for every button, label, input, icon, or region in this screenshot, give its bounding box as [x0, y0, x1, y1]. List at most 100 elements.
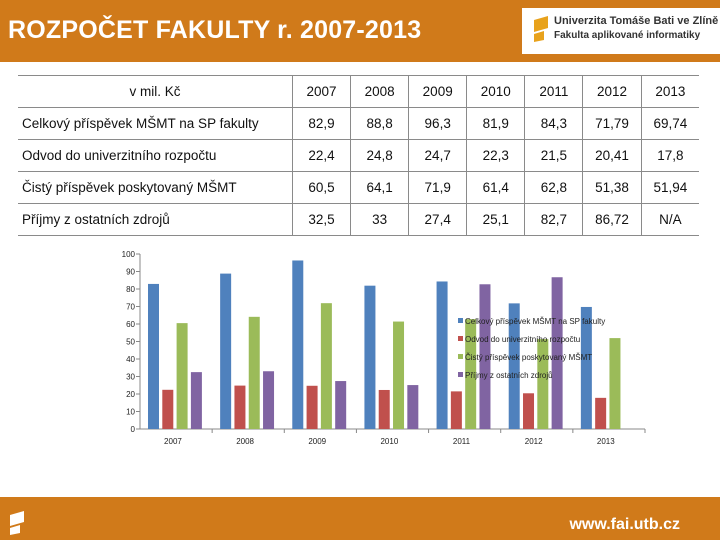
budget-bar-chart: 0 10 20 30 40 50 60 70 80 90 100 2007 2008 2009 2010 20… — [122, 250, 646, 446]
year-header: 2008 — [350, 75, 409, 108]
bar — [306, 385, 318, 429]
table-row: Čistý příspěvek poskytovaný MŠMT 60,5 64… — [18, 171, 699, 204]
table-cell: 60,5 — [291, 171, 351, 204]
table-cell: 69,74 — [640, 107, 699, 140]
y-tick-label: 40 — [126, 355, 135, 364]
y-tick-label: 90 — [126, 268, 135, 277]
row-label: Čistý příspěvek poskytovaný MŠMT — [18, 171, 293, 204]
legend-label: Čistý příspěvek poskytovaný MŠMT — [465, 353, 592, 362]
table-cell: 96,3 — [408, 107, 467, 140]
utb-flag-icon — [10, 511, 24, 535]
bar — [479, 284, 491, 429]
bar — [407, 385, 419, 429]
x-tick-label: 2010 — [380, 437, 398, 446]
budget-table: v mil. Kč 2007 2008 2009 2010 2011 2012 … — [18, 75, 699, 236]
table-cell: 88,8 — [350, 107, 409, 140]
table-cell: 25,1 — [466, 203, 525, 236]
table-cell: 86,72 — [582, 203, 642, 236]
year-header: 2009 — [408, 75, 467, 108]
bar — [393, 321, 405, 429]
unit-label: v mil. Kč — [18, 75, 293, 108]
legend-swatch — [458, 354, 463, 359]
row-label: Příjmy z ostatních zdrojů — [18, 203, 293, 236]
bar — [465, 319, 477, 429]
bar — [537, 339, 549, 429]
bar — [364, 285, 376, 429]
year-header: 2011 — [524, 75, 583, 108]
page-title: ROZPOČET FAKULTY r. 2007-2013 — [8, 16, 422, 44]
legend-label: Odvod do univerzitního rozpočtu — [465, 335, 580, 344]
university-logo: Univerzita Tomáše Bati ve Zlíně Fakulta … — [522, 8, 720, 54]
table-cell: 17,8 — [640, 139, 699, 172]
bar — [190, 372, 202, 429]
table-cell: 24,7 — [408, 139, 467, 172]
y-tick-label: 50 — [126, 338, 135, 347]
bar — [320, 303, 332, 429]
table-cell: 64,1 — [350, 171, 409, 204]
row-label: Celkový příspěvek MŠMT na SP fakulty — [18, 107, 293, 140]
table-cell: 82,7 — [524, 203, 583, 236]
table-cell: 33 — [350, 203, 409, 236]
table-cell: 32,5 — [291, 203, 351, 236]
bar — [580, 306, 592, 429]
table-header-row: v mil. Kč 2007 2008 2009 2010 2011 2012 … — [18, 75, 699, 108]
bar — [263, 371, 275, 429]
year-header: 2010 — [466, 75, 525, 108]
legend-label: Příjmy z ostatních zdrojů — [465, 371, 553, 380]
footer-bar — [0, 497, 720, 540]
x-tick-label: 2007 — [164, 437, 182, 446]
legend-swatch — [458, 372, 463, 377]
bar — [248, 316, 260, 429]
table-cell: 22,4 — [291, 139, 351, 172]
table-cell: 71,9 — [408, 171, 467, 204]
utb-flag-icon — [534, 16, 548, 42]
y-tick-label: 80 — [126, 285, 135, 294]
table-cell: 71,79 — [582, 107, 642, 140]
bar — [551, 277, 563, 429]
bar — [148, 283, 159, 429]
bar — [176, 323, 188, 429]
bar — [335, 381, 347, 429]
bar — [220, 273, 232, 429]
bar — [508, 303, 520, 429]
y-tick-label: 30 — [126, 373, 135, 382]
table-cell: 20,41 — [582, 139, 642, 172]
table-cell: 22,3 — [466, 139, 525, 172]
y-tick-label: 20 — [126, 390, 135, 399]
bar — [609, 338, 621, 429]
y-tick-label: 70 — [126, 303, 135, 312]
bar — [162, 389, 174, 429]
legend-swatch — [458, 318, 463, 323]
bar — [292, 260, 304, 429]
table-cell: 84,3 — [524, 107, 583, 140]
table-cell: 27,4 — [408, 203, 467, 236]
year-header: 2012 — [582, 75, 642, 108]
x-tick-label: 2013 — [597, 437, 615, 446]
year-header: 2013 — [640, 75, 699, 108]
x-tick-label: 2011 — [453, 437, 471, 446]
logo-faculty-name: Fakulta aplikované informatiky — [554, 30, 701, 41]
table-cell: 82,9 — [291, 107, 351, 140]
x-tick-label: 2009 — [308, 437, 326, 446]
table-cell: 61,4 — [466, 171, 525, 204]
table-cell: 21,5 — [524, 139, 583, 172]
table-row: Celkový příspěvek MŠMT na SP fakulty 82,… — [18, 107, 699, 140]
table-cell: N/A — [640, 203, 699, 236]
bar — [234, 385, 246, 429]
bar — [450, 391, 462, 429]
footer-url[interactable]: www.fai.utb.cz — [569, 516, 680, 533]
bar — [436, 281, 448, 429]
bar — [378, 389, 390, 429]
table-row: Příjmy z ostatních zdrojů 32,5 33 27,4 2… — [18, 203, 699, 236]
year-header: 2007 — [291, 75, 351, 108]
table-cell: 24,8 — [350, 139, 409, 172]
table-row: Odvod do univerzitního rozpočtu 22,4 24,… — [18, 139, 699, 172]
table-cell: 81,9 — [466, 107, 525, 140]
bar — [595, 397, 607, 429]
y-tick-label: 10 — [126, 408, 135, 417]
bar — [523, 393, 535, 429]
row-label: Odvod do univerzitního rozpočtu — [18, 139, 293, 172]
y-tick-label: 60 — [126, 320, 135, 329]
y-tick-label: 100 — [122, 250, 136, 259]
y-tick-label: 0 — [131, 425, 136, 434]
